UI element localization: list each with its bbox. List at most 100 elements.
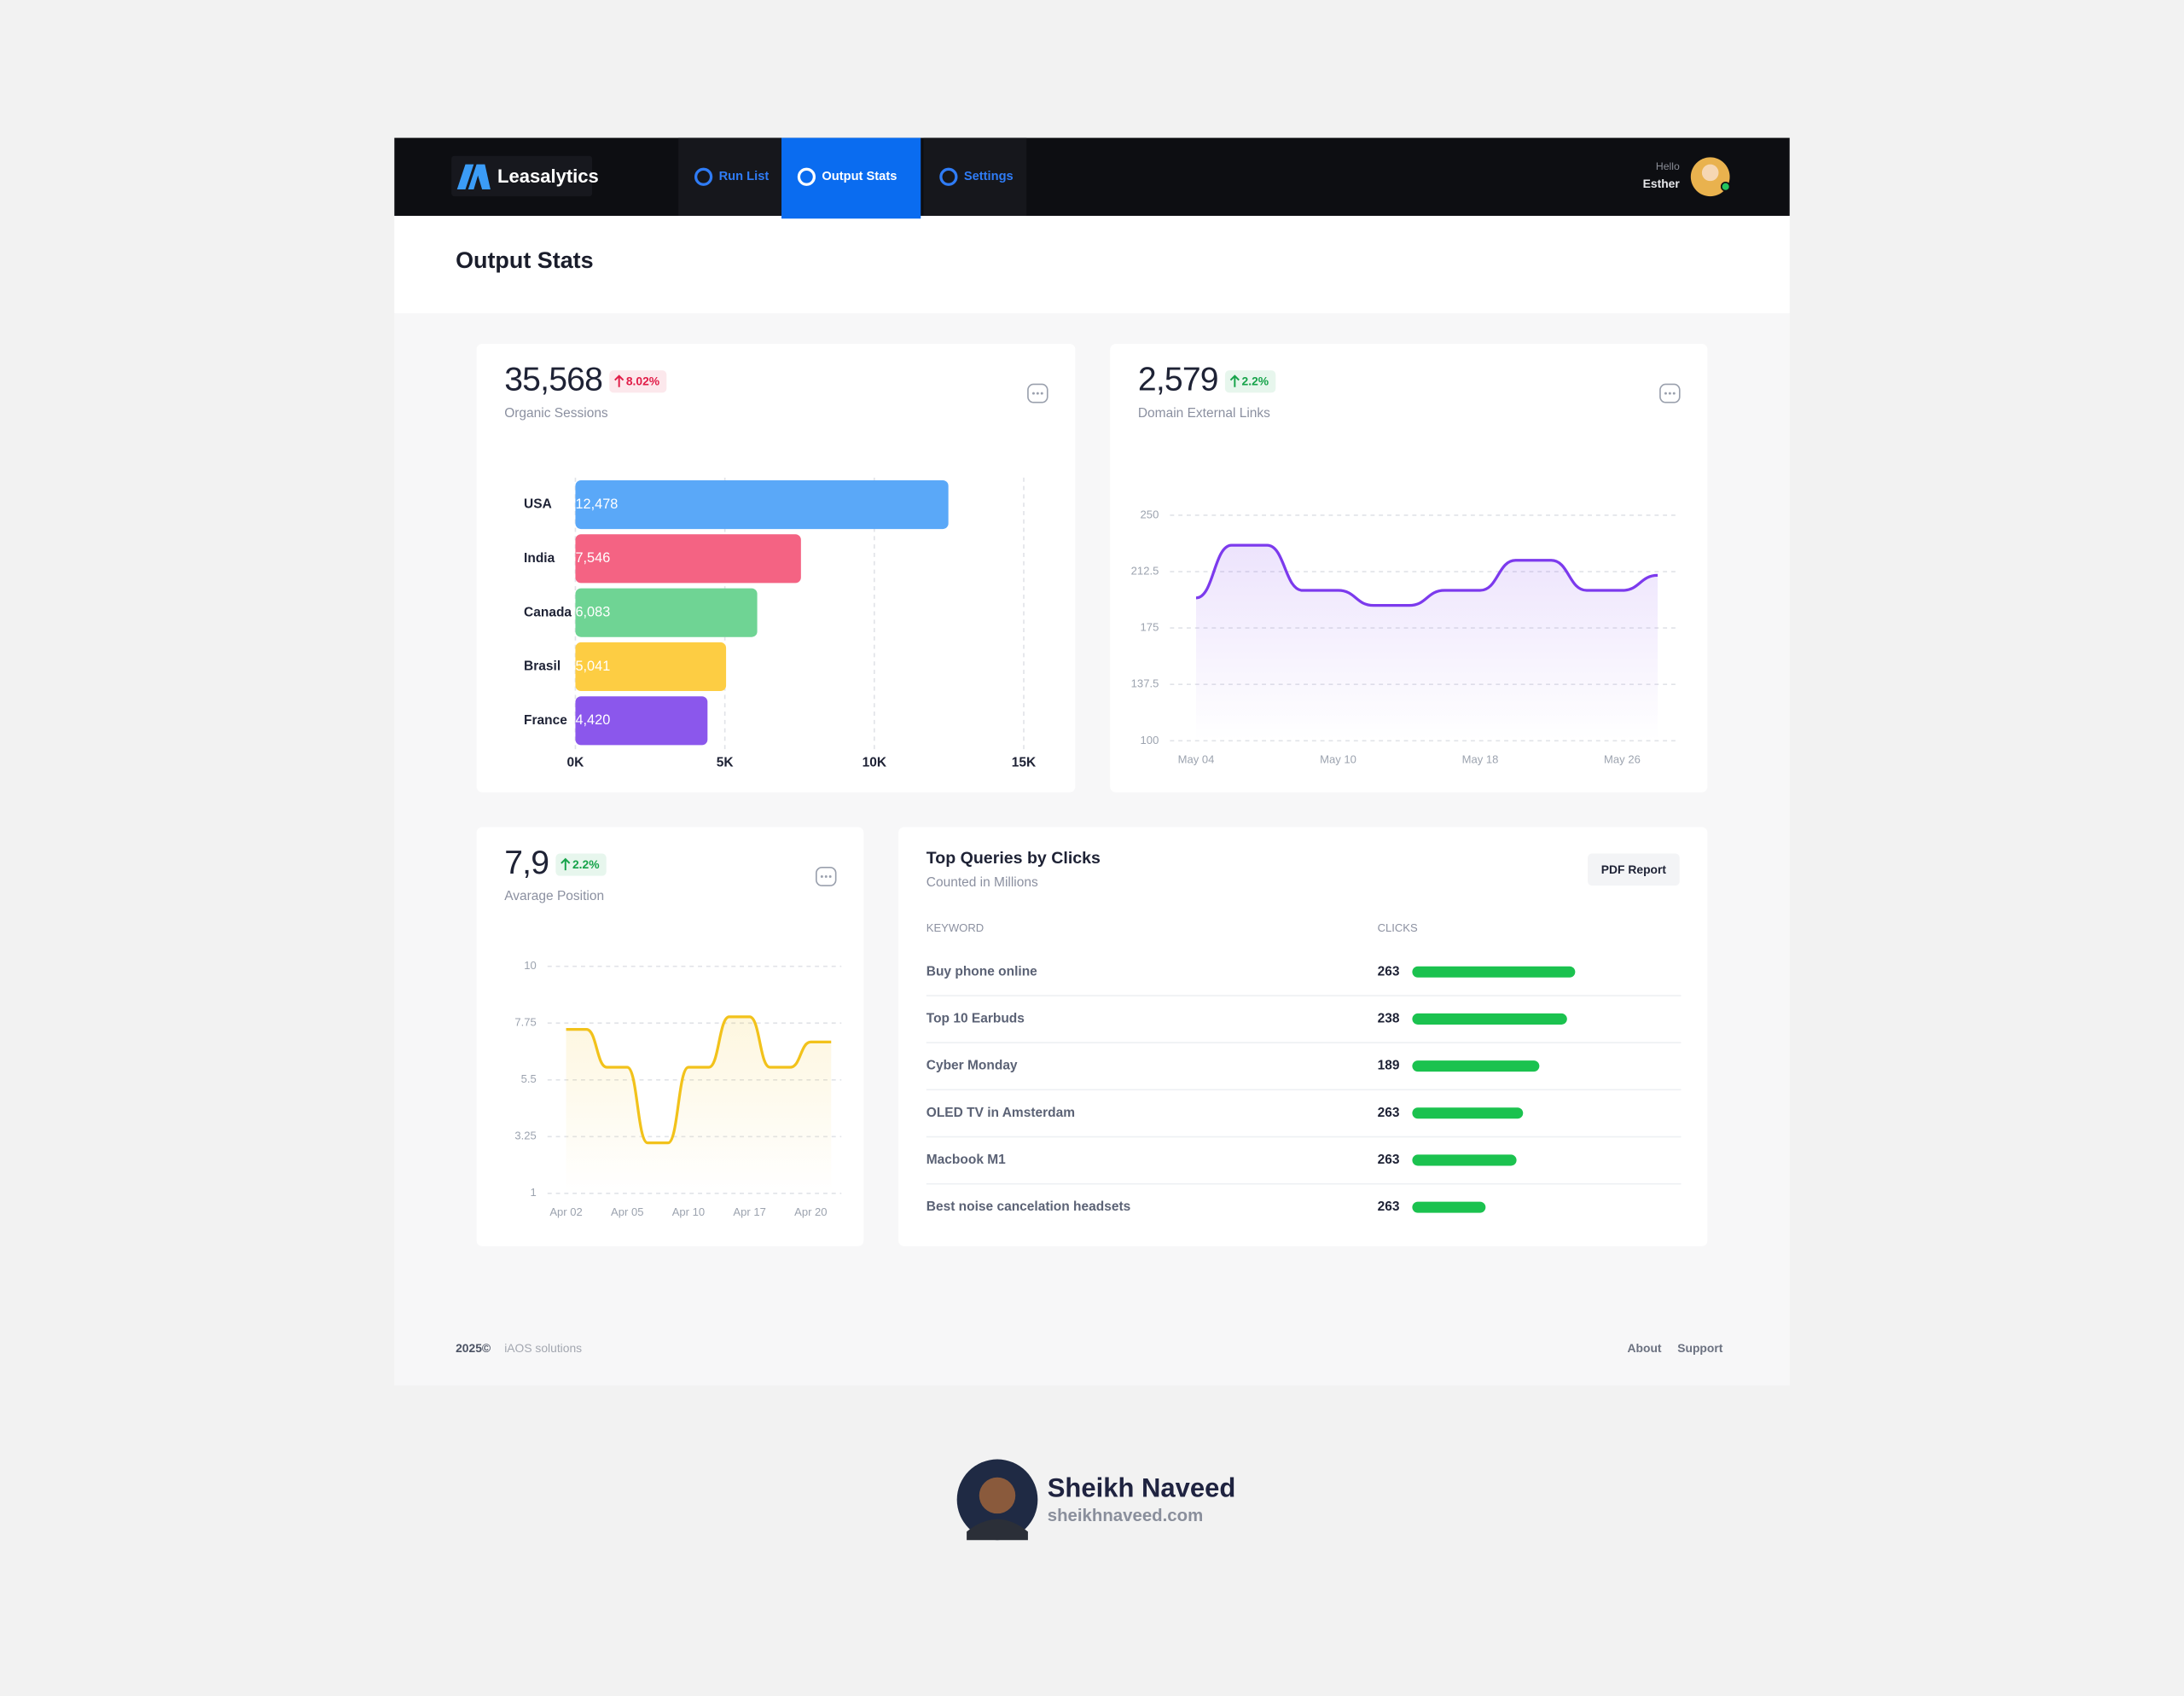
y-tick-label: 10 (524, 959, 537, 972)
table-subtitle: Counted in Millions (926, 875, 1038, 890)
keyword: Cyber Monday (926, 1059, 1018, 1073)
x-tick-label: May 04 (1178, 753, 1215, 766)
header-bar (394, 137, 1790, 216)
keyword: Macbook M1 (926, 1153, 1006, 1167)
value-label: 4,420 (575, 712, 610, 728)
clicks-bar (1412, 966, 1576, 978)
nav-label[interactable]: Run List (719, 170, 770, 183)
metric-value: 35,568 (504, 362, 602, 398)
x-tick-label: 15K (1012, 756, 1037, 770)
x-tick-label: Apr 17 (733, 1205, 765, 1218)
value-label: 6,083 (575, 604, 610, 619)
y-tick-label: 7.75 (514, 1016, 536, 1029)
change-badge (1224, 370, 1276, 393)
line-series (566, 1015, 832, 1145)
x-tick-label: 0K (567, 756, 585, 770)
clicks: 263 (1378, 964, 1400, 979)
category-label: India (524, 551, 555, 566)
category-label: Brasil (524, 659, 561, 674)
change-value: 8.02% (626, 375, 659, 388)
status-dot (1720, 182, 1731, 192)
bar (575, 642, 727, 692)
greeting: Hello (1656, 160, 1680, 172)
clicks: 263 (1378, 1106, 1400, 1120)
avatar-face (1701, 164, 1719, 182)
credit-face (979, 1477, 1016, 1514)
bar (575, 588, 758, 637)
change-badge (555, 853, 607, 876)
x-tick-label: Apr 02 (549, 1205, 582, 1218)
logo-icon (456, 164, 491, 189)
metric-value: 2,579 (1138, 362, 1218, 398)
clicks: 263 (1378, 1153, 1400, 1167)
column-header: KEYWORD (926, 921, 984, 934)
x-tick-label: 10K (863, 756, 887, 770)
y-tick-label: 3.25 (514, 1130, 536, 1142)
change-arrow (561, 857, 571, 871)
user-name: Esther (1643, 177, 1681, 190)
metric-label: Organic Sessions (504, 406, 608, 421)
x-tick-label: 5K (717, 756, 735, 770)
clicks: 263 (1378, 1199, 1400, 1214)
x-tick-label: Apr 10 (672, 1205, 705, 1218)
menu-dot (828, 874, 832, 878)
clicks-bar (1412, 1107, 1524, 1119)
pdf-button-label[interactable]: PDF Report (1601, 863, 1667, 876)
nav-icon (797, 167, 816, 186)
menu-button[interactable] (1027, 383, 1048, 404)
menu-dot (1672, 392, 1676, 395)
y-tick-label: 250 (1141, 508, 1159, 520)
clicks-bar (1412, 1060, 1540, 1072)
y-tick-label: 1 (530, 1186, 536, 1199)
x-tick-label: May 10 (1320, 753, 1356, 766)
value-label: 7,546 (575, 550, 610, 566)
title-band (394, 215, 1790, 314)
bar (575, 534, 801, 584)
x-tick-label: Apr 05 (611, 1205, 643, 1218)
change-value: 2.2% (1242, 375, 1269, 388)
bar (575, 479, 949, 530)
x-tick-label: May 18 (1462, 753, 1499, 766)
footer-year: 2025© (456, 1341, 491, 1355)
menu-dot (1664, 392, 1667, 395)
keyword: Top 10 Earbuds (926, 1012, 1025, 1026)
footer-link[interactable]: Support (1677, 1341, 1723, 1355)
clicks: 238 (1378, 1012, 1400, 1026)
menu-button[interactable] (816, 867, 837, 886)
metric-label: Avarage Position (504, 889, 604, 903)
menu-dot (820, 874, 823, 878)
keyword: Best noise cancelation headsets (926, 1199, 1130, 1214)
column-header: CLICKS (1378, 921, 1418, 934)
credit-shoulders (967, 1519, 1028, 1541)
y-tick-label: 175 (1141, 621, 1159, 634)
keyword: OLED TV in Amsterdam (926, 1106, 1075, 1120)
credit-site: sheikhnaveed.com (1048, 1507, 1203, 1525)
metric-label: Domain External Links (1138, 406, 1270, 421)
page-title: Output Stats (456, 247, 594, 273)
footer-company: iAOS solutions (504, 1341, 582, 1355)
clicks-bar (1412, 1013, 1567, 1025)
pdf-button[interactable] (1588, 853, 1680, 886)
change-value: 2.2% (572, 857, 600, 871)
menu-button[interactable] (1659, 383, 1681, 404)
menu-dot (1031, 392, 1035, 395)
category-label: Canada (524, 605, 572, 619)
change-arrow (614, 375, 624, 387)
credit-name: Sheikh Naveed (1048, 1473, 1236, 1503)
nav-tab[interactable] (781, 137, 921, 219)
x-tick-label: Apr 20 (794, 1205, 827, 1218)
footer-link[interactable]: About (1628, 1341, 1662, 1355)
line-series (1195, 543, 1658, 607)
keyword: Buy phone online (926, 964, 1037, 979)
clicks: 189 (1378, 1059, 1400, 1073)
table-title: Top Queries by Clicks (926, 849, 1101, 868)
bar (575, 696, 708, 746)
category-label: USA (524, 497, 552, 512)
clicks-bar (1412, 1201, 1486, 1213)
category-label: France (524, 713, 567, 728)
menu-dot (1036, 392, 1039, 395)
nav-label[interactable]: Output Stats (822, 170, 897, 183)
nav-label[interactable]: Settings (964, 170, 1014, 183)
metric-value: 7,9 (504, 845, 549, 881)
